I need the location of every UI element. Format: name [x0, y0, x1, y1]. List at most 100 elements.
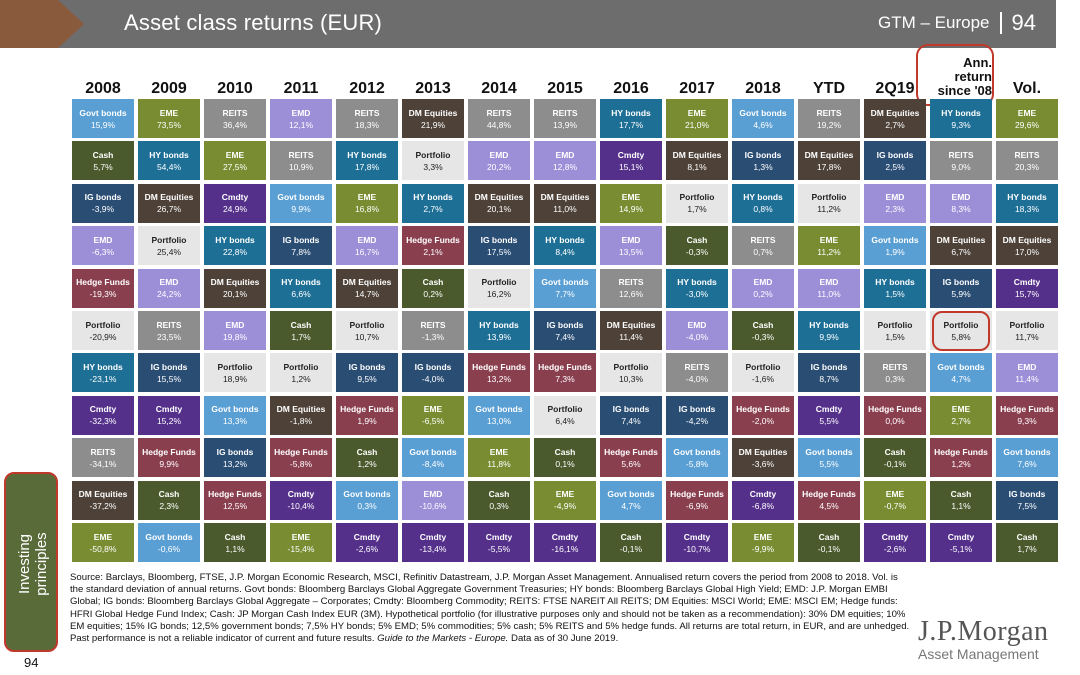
- asset-name: Govt bonds: [937, 361, 985, 372]
- asset-cell: Govt bonds 4,7%: [600, 480, 662, 520]
- asset-cell: IG bonds 2,5%: [864, 141, 926, 181]
- asset-name: DM Equities: [540, 192, 590, 203]
- asset-name: Cash: [158, 489, 180, 500]
- asset-return: -1,8%: [289, 416, 313, 427]
- asset-name: EMD: [621, 234, 641, 245]
- asset-return: 20,1%: [222, 289, 248, 300]
- asset-name: EME: [423, 404, 443, 415]
- asset-return: 21,9%: [420, 119, 446, 130]
- jpmorgan-logo: J.P.Morgan Asset Management: [918, 616, 1058, 662]
- asset-return: 5,5%: [819, 416, 839, 427]
- column-header: 2013: [415, 80, 451, 97]
- asset-return: 13,2%: [486, 373, 512, 384]
- asset-name: EME: [753, 531, 773, 542]
- asset-return: 54,4%: [156, 161, 182, 172]
- asset-name: IG bonds: [876, 149, 914, 160]
- asset-cell: HY bonds 17,8%: [336, 141, 398, 181]
- page-title: Asset class returns (EUR): [124, 10, 383, 35]
- header-bar: Asset class returns (EUR) GTM – Europe 9…: [0, 0, 1060, 48]
- asset-return: -0,1%: [619, 543, 643, 554]
- asset-cell: Hedge Funds 1,2%: [930, 438, 992, 478]
- asset-return: 1,2%: [291, 373, 311, 384]
- asset-name: EMD: [159, 277, 179, 288]
- asset-name: EMD: [423, 489, 443, 500]
- asset-cell: EME -50,8%: [72, 523, 134, 562]
- asset-cell: HY bonds 13,9%: [468, 311, 530, 350]
- asset-cell: EMD 11,0%: [798, 268, 860, 308]
- asset-cell: REITS -34,1%: [72, 438, 134, 478]
- asset-cell: EME 16,8%: [336, 183, 398, 223]
- asset-cell: EME 11,2%: [798, 226, 860, 266]
- highlight-circle: [932, 311, 990, 351]
- asset-return: 16,7%: [354, 246, 380, 257]
- asset-cell: Cash -0,1%: [798, 523, 860, 562]
- asset-return: -0,1%: [883, 458, 907, 469]
- asset-cell: Portfolio 10,7%: [336, 311, 398, 350]
- asset-name: Hedge Funds: [736, 404, 790, 415]
- asset-cell: IG bonds 8,7%: [798, 353, 860, 393]
- asset-name: IG bonds: [546, 319, 584, 330]
- asset-return: 11,8%: [487, 458, 511, 469]
- asset-return: 5,5%: [819, 458, 839, 469]
- asset-cell: Hedge Funds -19,3%: [72, 268, 134, 308]
- asset-cell: EMD 2,3%: [864, 183, 926, 223]
- asset-return: 25,4%: [156, 246, 182, 257]
- asset-return: 20,1%: [486, 204, 512, 215]
- asset-return: 3,3%: [423, 161, 443, 172]
- asset-return: 15,7%: [1014, 289, 1040, 300]
- asset-return: -2,6%: [883, 543, 907, 554]
- asset-name: Portfolio: [943, 319, 979, 330]
- asset-return: -1,6%: [751, 373, 775, 384]
- asset-name: Govt bonds: [541, 277, 589, 288]
- asset-cell: REITS 18,3%: [336, 99, 398, 138]
- asset-cell: Cmdty 15,2%: [138, 395, 200, 435]
- asset-return: -32,3%: [89, 416, 117, 427]
- asset-return: -37,2%: [89, 501, 117, 512]
- asset-return: 18,3%: [1014, 204, 1040, 215]
- asset-name: IG bonds: [216, 446, 254, 457]
- asset-cell: Cmdty -5,5%: [468, 523, 530, 562]
- asset-name: REITS: [618, 277, 644, 288]
- section-tab: Investing principles: [4, 472, 58, 652]
- asset-return: -10,4%: [287, 501, 315, 512]
- asset-return: 1,5%: [885, 331, 905, 342]
- asset-name: IG bonds: [414, 361, 452, 372]
- asset-return: 13,9%: [552, 119, 578, 130]
- asset-cell: Govt bonds -8,4%: [402, 438, 464, 478]
- asset-name: EMD: [951, 192, 971, 203]
- column-header: 2018: [745, 80, 781, 97]
- asset-name: Portfolio: [415, 149, 451, 160]
- asset-cell: DM Equities 11,0%: [534, 183, 596, 223]
- asset-name: IG bonds: [348, 361, 386, 372]
- asset-cell: HY bonds -23,1%: [72, 353, 134, 393]
- asset-name: EMD: [225, 319, 245, 330]
- asset-cell: EMD 8,3%: [930, 183, 992, 223]
- asset-cell: EME -15,4%: [270, 523, 332, 562]
- asset-return: -5,1%: [949, 543, 973, 554]
- asset-return: -34,1%: [89, 458, 117, 469]
- asset-name: Hedge Funds: [604, 446, 658, 457]
- asset-return: 1,7%: [1017, 543, 1037, 554]
- asset-return: 2,7%: [951, 416, 971, 427]
- asset-return: -4,0%: [685, 373, 709, 384]
- asset-return: 6,4%: [555, 416, 575, 427]
- asset-cell: Govt bonds 15,9%: [72, 99, 134, 138]
- asset-return: -3,9%: [91, 204, 115, 215]
- asset-return: -0,1%: [817, 543, 841, 554]
- asset-cell: Hedge Funds -5,8%: [270, 438, 332, 478]
- asset-name: Hedge Funds: [340, 404, 394, 415]
- asset-return: 26,7%: [156, 204, 182, 215]
- asset-name: Portfolio: [151, 234, 187, 245]
- asset-cell: Portfolio 10,3%: [600, 353, 662, 393]
- asset-name: REITS: [948, 149, 974, 160]
- asset-return: -4,2%: [685, 416, 709, 427]
- asset-cell: REITS 0,3%: [864, 353, 926, 393]
- asset-name: Cmdty: [89, 404, 117, 415]
- column-header: 2012: [349, 80, 385, 97]
- asset-name: HY bonds: [677, 277, 717, 288]
- asset-name: IG bonds: [744, 149, 782, 160]
- asset-return: 0,3%: [489, 501, 509, 512]
- asset-name: Portfolio: [85, 319, 121, 330]
- asset-return: -2,6%: [355, 543, 379, 554]
- asset-cell: Govt bonds 7,6%: [996, 438, 1058, 478]
